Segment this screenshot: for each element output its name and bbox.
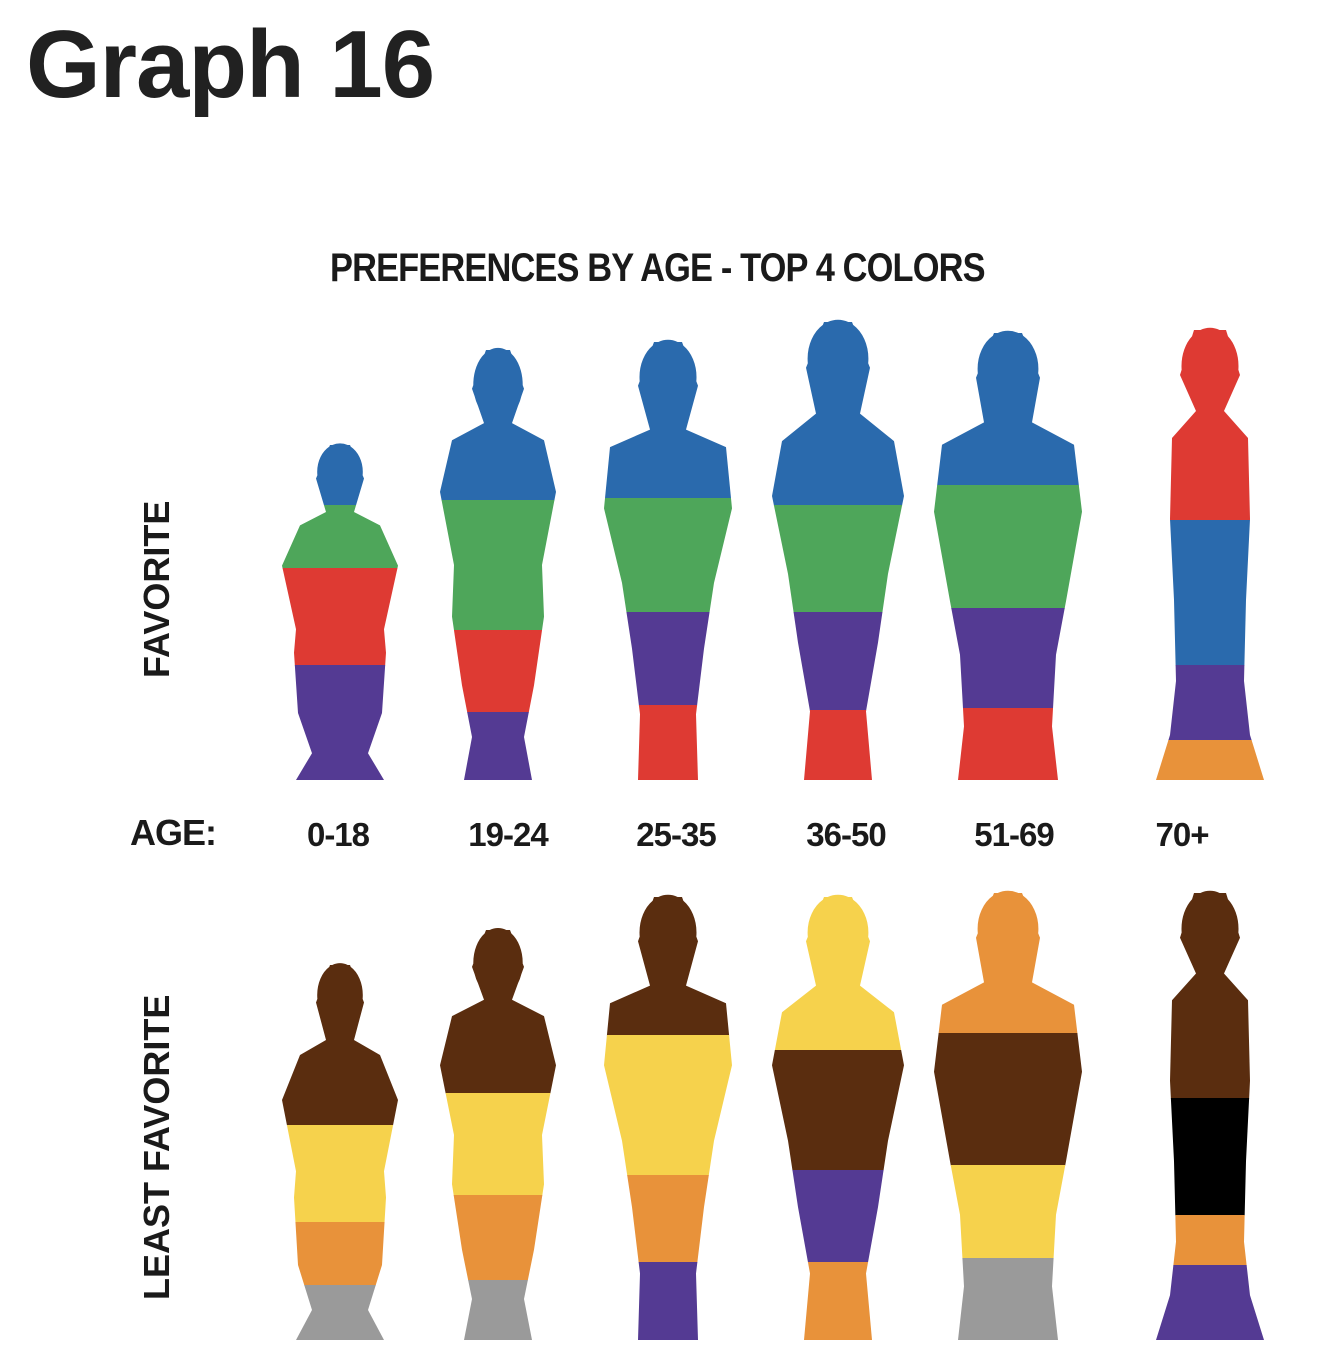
color-band-2-brown bbox=[934, 1033, 1082, 1166]
page-title: Graph 16 bbox=[26, 11, 435, 118]
color-band-1-blue bbox=[934, 330, 1082, 486]
color-band-1-yellow bbox=[772, 894, 904, 1051]
color-band-1-blue bbox=[282, 443, 398, 506]
figure-row-favorite bbox=[282, 319, 1264, 780]
color-band-2-yellow bbox=[440, 1093, 556, 1196]
color-band-4-purple bbox=[604, 1262, 732, 1340]
color-band-2-blue bbox=[1156, 520, 1264, 666]
figure-favorite-36-50 bbox=[772, 319, 904, 780]
figure-least-favorite-70+ bbox=[1156, 890, 1264, 1340]
color-band-3-purple bbox=[772, 612, 904, 711]
color-band-2-green bbox=[440, 500, 556, 631]
color-band-3-purple bbox=[772, 1170, 904, 1263]
color-band-1-blue bbox=[604, 339, 732, 499]
age-tick-51-69: 51-69 bbox=[974, 816, 1054, 853]
color-band-3-red bbox=[440, 630, 556, 713]
color-band-3-purple bbox=[604, 612, 732, 706]
figure-least-favorite-19-24 bbox=[440, 927, 556, 1340]
color-band-1-blue bbox=[772, 319, 904, 506]
figure-least-favorite-51-69 bbox=[934, 890, 1082, 1340]
color-band-1-brown bbox=[440, 927, 556, 1094]
color-band-4-purple bbox=[440, 712, 556, 780]
color-band-4-red bbox=[604, 705, 732, 780]
color-band-3-orange bbox=[604, 1175, 732, 1263]
color-band-2-yellow bbox=[282, 1125, 398, 1223]
color-band-4-red bbox=[934, 708, 1082, 780]
figure-row-least-favorite bbox=[282, 890, 1264, 1340]
color-band-1-brown bbox=[282, 963, 398, 1126]
figure-least-favorite-0-18 bbox=[282, 963, 398, 1340]
color-band-2-yellow bbox=[604, 1035, 732, 1176]
age-tick-25-35: 25-35 bbox=[636, 816, 716, 853]
figure-least-favorite-36-50 bbox=[772, 894, 904, 1340]
color-band-1-brown bbox=[604, 894, 732, 1036]
color-band-3-yellow bbox=[934, 1165, 1082, 1259]
color-band-1-red bbox=[1156, 327, 1264, 521]
color-band-4-red bbox=[772, 710, 904, 780]
age-axis-label: AGE: bbox=[130, 812, 217, 853]
color-band-4-orange bbox=[1156, 740, 1264, 780]
age-tick-36-50: 36-50 bbox=[806, 816, 886, 853]
figure-favorite-51-69 bbox=[934, 330, 1082, 780]
color-band-2-green bbox=[772, 505, 904, 613]
color-band-1-blue bbox=[440, 347, 556, 501]
color-band-4-gray bbox=[282, 1285, 398, 1340]
figure-favorite-19-24 bbox=[440, 347, 556, 780]
age-tick-19-24: 19-24 bbox=[468, 816, 548, 853]
figure-favorite-0-18 bbox=[282, 443, 398, 780]
color-band-2-green bbox=[604, 498, 732, 613]
color-band-3-purple bbox=[1156, 665, 1264, 741]
figure-least-favorite-25-35 bbox=[604, 894, 732, 1340]
color-band-2-green bbox=[282, 505, 398, 569]
color-band-2-brown bbox=[772, 1050, 904, 1171]
color-band-1-brown bbox=[1156, 890, 1264, 1099]
color-band-2-black bbox=[1156, 1098, 1264, 1216]
color-band-4-gray bbox=[934, 1258, 1082, 1340]
color-band-4-purple bbox=[282, 665, 398, 780]
color-band-4-gray bbox=[440, 1280, 556, 1340]
chart-title: PREFERENCES BY AGE - TOP 4 COLORS bbox=[330, 246, 986, 290]
color-band-3-orange bbox=[282, 1222, 398, 1286]
age-tick-70-plus: 70+ bbox=[1155, 816, 1210, 853]
age-tick-0-18: 0-18 bbox=[306, 816, 370, 853]
color-band-4-purple bbox=[1156, 1265, 1264, 1340]
color-band-3-orange bbox=[1156, 1215, 1264, 1266]
color-band-3-red bbox=[282, 568, 398, 666]
color-band-3-purple bbox=[934, 608, 1082, 709]
figure-favorite-25-35 bbox=[604, 339, 732, 780]
color-band-1-orange bbox=[934, 890, 1082, 1034]
color-band-2-green bbox=[934, 485, 1082, 609]
figure-favorite-70+ bbox=[1156, 327, 1264, 780]
color-band-3-orange bbox=[440, 1195, 556, 1281]
color-band-4-orange bbox=[772, 1262, 904, 1340]
